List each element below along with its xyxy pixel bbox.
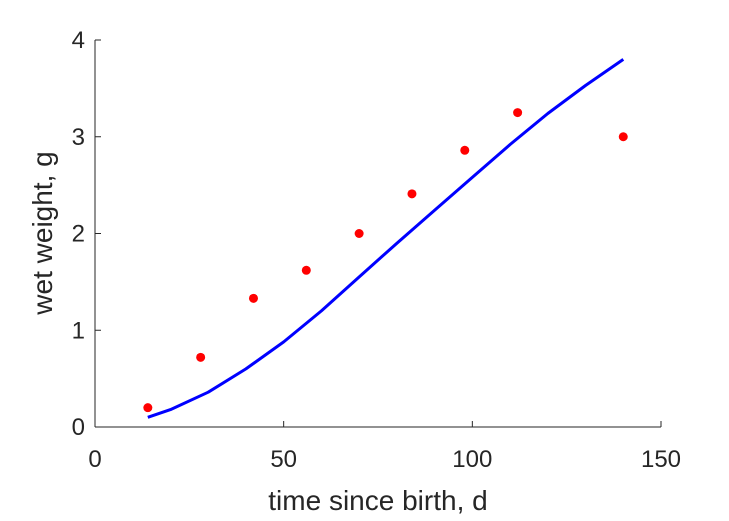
data-point (407, 189, 417, 199)
plot-area (143, 58, 628, 419)
data-point (354, 229, 364, 238)
y-tick-label: 0 (72, 414, 85, 441)
data-point (460, 145, 470, 155)
y-tick-label: 3 (72, 124, 85, 151)
y-axis-ticks: 0 1 2 3 4 (72, 27, 101, 441)
x-axis-label: time since birth, d (268, 485, 487, 516)
x-tick-label: 100 (452, 446, 492, 473)
x-tick-label: 150 (641, 446, 681, 473)
fit-curve-line (147, 58, 625, 419)
x-tick-label: 50 (270, 446, 297, 473)
data-point (143, 403, 153, 413)
data-point (196, 352, 206, 362)
data-point (618, 132, 628, 142)
y-tick-label: 1 (72, 317, 85, 344)
data-point (301, 265, 311, 275)
y-tick-label: 4 (72, 27, 85, 54)
y-axis-label: wet weight, g (27, 151, 58, 315)
y-tick-label: 2 (72, 221, 85, 248)
x-axis-ticks: 0 50 100 150 (88, 421, 681, 473)
x-tick-label: 0 (88, 446, 101, 473)
data-point (513, 108, 523, 118)
data-point (248, 293, 258, 303)
